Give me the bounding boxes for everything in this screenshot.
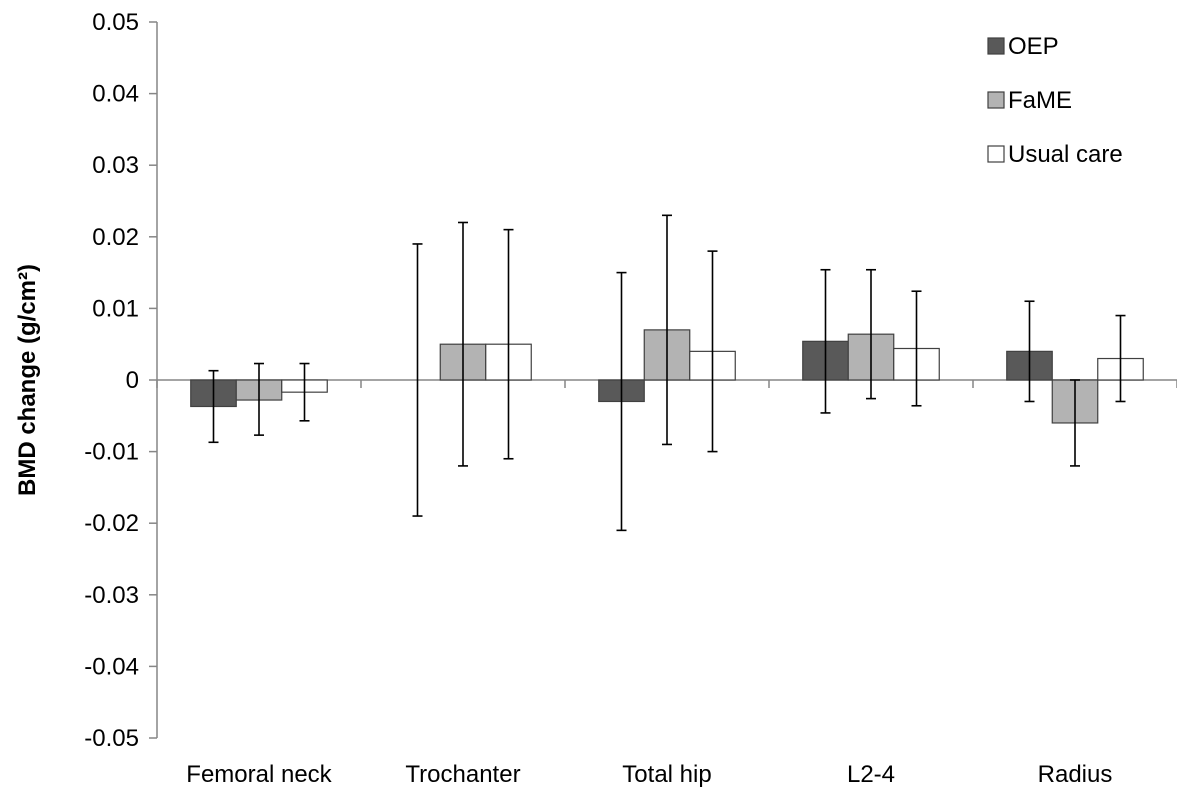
y-tick-label: -0.02 bbox=[84, 510, 139, 537]
category-label: Trochanter bbox=[405, 761, 520, 788]
y-tick-label: -0.03 bbox=[84, 582, 139, 609]
legend-label: OEP bbox=[1008, 33, 1059, 60]
legend-label: Usual care bbox=[1008, 141, 1123, 168]
y-tick-label: -0.04 bbox=[84, 653, 139, 680]
error-bars bbox=[208, 214, 1126, 532]
y-tick-label: -0.01 bbox=[84, 439, 139, 466]
legend-label: FaME bbox=[1008, 87, 1072, 114]
legend-swatch bbox=[987, 145, 1005, 163]
legend-swatch bbox=[987, 91, 1005, 109]
y-tick-label: 0 bbox=[126, 367, 139, 394]
y-axis: 0.05 0.04 0.03 0.02 0.01 0 -0.01 -0.02 -0.03 -0.0… bbox=[84, 9, 158, 752]
y-tick-label: 0.01 bbox=[92, 295, 139, 322]
category-label: L2-4 bbox=[847, 761, 895, 788]
category-label: Radius bbox=[1038, 761, 1113, 788]
y-tick-label: 0.02 bbox=[92, 224, 139, 251]
legend: OEP FaME Usual care bbox=[987, 33, 1123, 168]
category-labels: Femoral neck Trochanter Total hip L2-4 Radiu… bbox=[186, 761, 1112, 788]
y-tick-label: -0.05 bbox=[84, 725, 139, 752]
y-tick-label: 0.04 bbox=[92, 81, 139, 108]
category-label: Femoral neck bbox=[186, 761, 332, 788]
y-tick-label: 0.05 bbox=[92, 9, 139, 36]
y-tick-label: 0.03 bbox=[92, 152, 139, 179]
category-label: Total hip bbox=[622, 761, 711, 788]
legend-swatch bbox=[987, 37, 1005, 55]
y-axis-label: BMD change (g/cm²) bbox=[14, 264, 41, 496]
